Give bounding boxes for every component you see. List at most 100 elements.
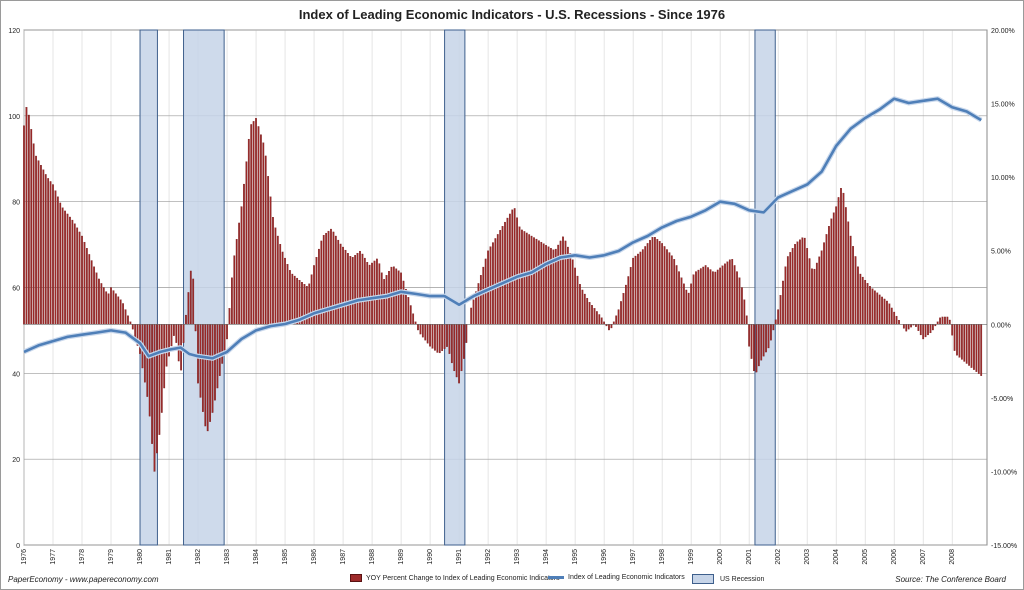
yoy-bar: [603, 321, 605, 325]
yoy-bar: [172, 324, 175, 336]
yoy-bar: [238, 222, 241, 325]
yoy-bar: [114, 293, 117, 325]
y-left-tick-label: 0: [16, 543, 20, 550]
x-tick-label: 1976: [21, 549, 28, 565]
yoy-bar: [407, 297, 410, 325]
yoy-bar: [832, 212, 835, 325]
yoy-bar: [980, 324, 983, 376]
yoy-bar: [661, 243, 664, 325]
yoy-bar: [107, 293, 110, 325]
yoy-bar: [588, 302, 591, 325]
yoy-bar: [828, 226, 830, 325]
yoy-bar: [83, 241, 86, 325]
yoy-bar: [808, 258, 811, 325]
yoy-bar: [61, 207, 64, 325]
yoy-bar: [199, 324, 202, 398]
yoy-bar: [492, 242, 494, 325]
x-tick-label: 1977: [50, 549, 57, 565]
yoy-bar: [956, 324, 958, 356]
yoy-bar: [187, 292, 190, 325]
yoy-bar: [102, 287, 105, 325]
yoy-bar: [617, 309, 620, 325]
yoy-bar: [175, 324, 178, 343]
yoy-bar: [917, 324, 920, 331]
yoy-bar: [806, 248, 809, 325]
yoy-bar: [702, 266, 705, 325]
yoy-bar: [591, 305, 593, 325]
legend-swatch-bar: [350, 574, 362, 582]
yoy-bar: [455, 324, 458, 378]
yoy-bar: [289, 270, 291, 325]
yoy-bar: [692, 274, 695, 325]
yoy-bar: [436, 324, 439, 353]
yoy-bar: [42, 169, 45, 325]
yoy-bar: [963, 324, 966, 362]
x-tick-label: 2000: [717, 549, 724, 565]
yoy-bar: [59, 202, 62, 325]
yoy-bar: [276, 235, 279, 325]
yoy-bar: [264, 155, 267, 325]
yoy-bar: [639, 251, 642, 325]
yoy-bar: [736, 271, 738, 325]
yoy-bar: [37, 160, 40, 325]
yoy-bar: [586, 297, 589, 325]
yoy-bar: [434, 324, 436, 351]
yoy-bar: [470, 307, 473, 325]
yoy-bar: [339, 243, 342, 325]
yoy-bar: [547, 246, 550, 325]
yoy-bar: [765, 324, 767, 353]
yoy-bar: [977, 324, 980, 374]
yoy-bar: [634, 255, 637, 325]
yoy-bar: [56, 196, 59, 325]
yoy-bar: [869, 286, 871, 325]
chart-title: Index of Leading Economic Indicators - U…: [298, 7, 726, 22]
x-tick-label: 1994: [543, 549, 550, 565]
yoy-bar: [637, 253, 639, 325]
yoy-bar: [47, 178, 50, 325]
yoy-bar: [939, 317, 941, 325]
yoy-bar: [25, 107, 28, 325]
yoy-bar: [757, 324, 760, 367]
yoy-bar: [397, 270, 400, 325]
yoy-bar: [209, 324, 211, 422]
yoy-bar: [30, 129, 33, 325]
yoy-bar: [666, 249, 668, 325]
yoy-bar: [615, 315, 618, 325]
x-tick-label: 1983: [224, 549, 231, 565]
yoy-bar: [953, 324, 956, 351]
yoy-bar: [649, 240, 651, 325]
yoy-bar: [936, 321, 939, 325]
yoy-bar: [446, 324, 448, 347]
yoy-bar: [177, 324, 180, 362]
yoy-bar: [412, 313, 415, 325]
yoy-bar: [482, 266, 485, 325]
y-left-tick-label: 60: [12, 286, 20, 293]
yoy-bar: [240, 206, 243, 325]
yoy-bar: [260, 134, 262, 325]
yoy-bar: [69, 216, 71, 325]
yoy-bar: [139, 324, 141, 354]
yoy-bar: [506, 217, 509, 325]
yoy-bar: [252, 121, 255, 325]
yoy-bar: [960, 324, 963, 360]
yoy-bar: [745, 315, 748, 325]
yoy-bar: [683, 283, 685, 325]
yoy-bar: [612, 321, 615, 325]
index-line: [23, 97, 982, 360]
yoy-bar: [281, 251, 284, 325]
yoy-bar: [501, 226, 504, 325]
yoy-bar: [714, 271, 717, 325]
x-tick-label: 1981: [166, 549, 173, 565]
yoy-bar: [245, 161, 248, 325]
yoy-bar: [658, 241, 661, 325]
yoy-bar: [697, 269, 700, 325]
yoy-bar: [332, 231, 335, 325]
yoy-bar: [95, 272, 98, 325]
yoy-bar: [663, 246, 666, 325]
yoy-bar: [970, 324, 973, 368]
y-left-tick-label: 20: [12, 457, 20, 464]
yoy-bar: [274, 227, 277, 325]
yoy-bar: [673, 259, 676, 325]
yoy-bar: [907, 324, 910, 330]
yoy-bar: [127, 315, 129, 325]
